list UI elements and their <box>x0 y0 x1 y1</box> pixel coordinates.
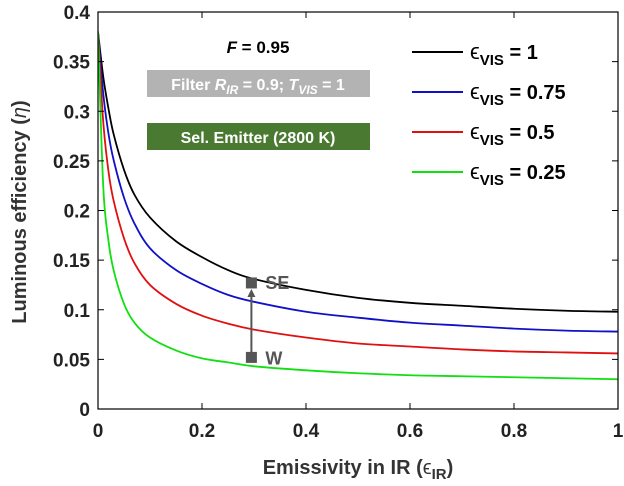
y-tick-label: 0.3 <box>64 102 90 123</box>
legend-entry-1: ϵVIS = 0.75 <box>470 79 566 109</box>
emitter-label: Sel. Emitter (2800 K) <box>181 130 336 147</box>
se-w-markers: SE W <box>245 273 289 368</box>
y-tick-label: 0.15 <box>53 251 90 272</box>
x-tick-label: 0.4 <box>293 421 320 442</box>
w-label: W <box>265 348 282 368</box>
se-w-arrowhead <box>247 288 256 297</box>
legend-entry-0: ϵVIS = 1 <box>470 39 538 69</box>
series-lines <box>98 31 618 381</box>
w-marker <box>245 351 257 363</box>
y-tick-label: 0.4 <box>64 3 91 24</box>
x-axis: 0 0.2 0.4 0.6 0.8 1 <box>93 12 624 442</box>
legend: ϵVIS = 1 ϵVIS = 0.75 ϵVIS = 0.5 ϵVIS = 0.25 <box>412 39 566 189</box>
y-tick-label: 0 <box>79 400 90 421</box>
y-axis: 0 0.05 0.1 0.15 0.2 0.25 0.3 0.35 0.4 <box>53 3 618 421</box>
series-line-0 <box>98 31 618 313</box>
series-line-1 <box>98 31 618 333</box>
y-tick-label: 0.1 <box>64 301 91 322</box>
series-line-3 <box>98 31 618 381</box>
emitter-box <box>147 123 370 150</box>
x-tick-label: 0.2 <box>189 421 215 442</box>
x-tick-label: 0.6 <box>397 421 423 442</box>
legend-entry-2: ϵVIS = 0.5 <box>470 119 555 149</box>
filter-label: Filter RIR = 0.9; TVIS = 1 <box>171 77 345 97</box>
y-axis-label: Luminous efficiency (η) <box>9 100 31 323</box>
x-axis-label: Emissivity in IR (ϵIR) <box>263 457 454 483</box>
y-tick-label: 0.2 <box>64 202 90 223</box>
se-marker <box>245 277 257 289</box>
x-tick-label: 0 <box>93 421 104 442</box>
se-label: SE <box>265 273 289 293</box>
y-tick-label: 0.35 <box>53 53 90 74</box>
f-value-label: F = 0.95 <box>227 38 290 57</box>
x-tick-label: 1 <box>613 421 624 442</box>
x-tick-label: 0.8 <box>501 421 527 442</box>
y-tick-label: 0.25 <box>53 152 90 173</box>
filter-box <box>147 70 370 97</box>
legend-entry-3: ϵVIS = 0.25 <box>470 159 566 189</box>
series-line-2 <box>98 31 618 355</box>
y-tick-label: 0.05 <box>53 350 90 371</box>
